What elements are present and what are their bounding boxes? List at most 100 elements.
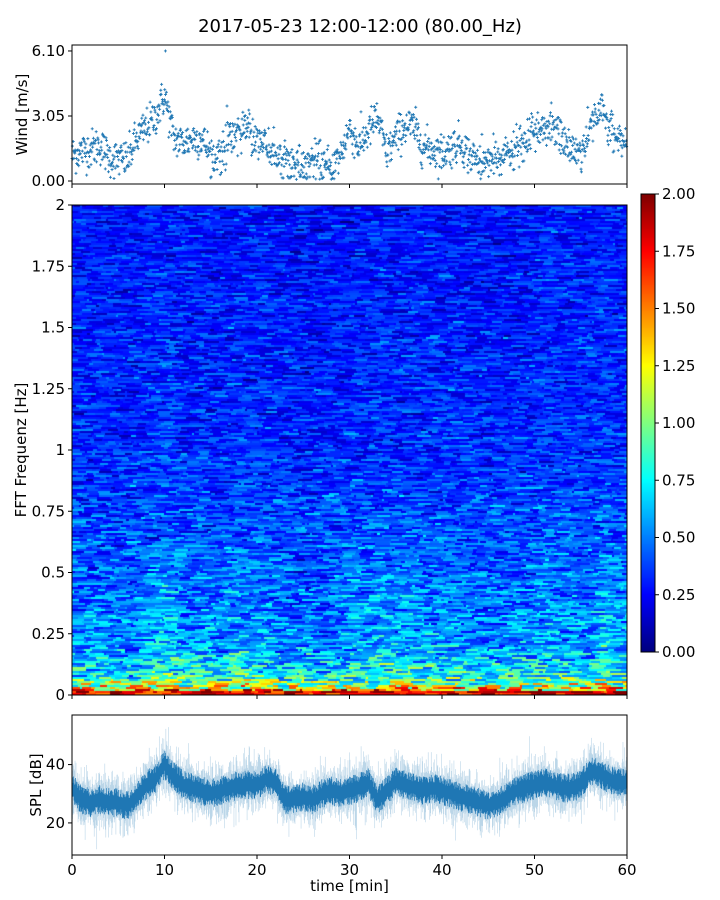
spl-xtick-label: 50 <box>525 861 544 879</box>
wind-point <box>529 112 533 116</box>
wind-point <box>112 157 116 161</box>
wind-point <box>127 160 131 164</box>
wind-point <box>599 114 603 118</box>
wind-point <box>555 123 559 127</box>
wind-point <box>487 163 491 167</box>
wind-point <box>321 175 325 179</box>
wind-point <box>93 141 97 145</box>
wind-point <box>197 153 201 157</box>
wind-point <box>303 155 307 159</box>
wind-point <box>136 147 140 151</box>
wind-point <box>531 129 535 133</box>
wind-point <box>388 139 392 143</box>
wind-point <box>416 126 420 130</box>
colorbar-axes: 0.00 0.25 0.50 0.75 1.00 1.25 1.50 1.75 2.00 <box>640 185 695 661</box>
wind-point <box>598 102 602 106</box>
wind-point <box>196 157 200 161</box>
wind-point <box>165 103 169 107</box>
wind-point <box>403 121 407 125</box>
wind-point <box>198 136 202 140</box>
spectrogram-ytick-label: 1.75 <box>32 257 65 275</box>
wind-point <box>430 153 434 157</box>
wind-point <box>374 120 378 124</box>
wind-point <box>432 149 436 153</box>
wind-point <box>524 141 528 145</box>
wind-point <box>573 147 577 151</box>
wind-point <box>77 164 81 168</box>
wind-point <box>350 131 354 135</box>
wind-point <box>501 147 505 151</box>
wind-point <box>267 126 271 130</box>
wind-point <box>546 125 550 129</box>
wind-point <box>422 142 426 146</box>
wind-point <box>600 93 604 97</box>
wind-point <box>615 135 619 139</box>
wind-point <box>354 135 358 139</box>
wind-point <box>279 144 283 148</box>
wind-point <box>394 132 398 136</box>
wind-point <box>87 154 91 158</box>
wind-point <box>425 123 429 127</box>
wind-point <box>372 121 376 125</box>
wind-point <box>398 120 402 124</box>
wind-point <box>267 143 271 147</box>
wind-point <box>470 154 474 158</box>
wind-point <box>364 126 368 130</box>
wind-point <box>162 103 166 107</box>
wind-point <box>541 116 545 120</box>
wind-point <box>539 129 543 133</box>
wind-point <box>449 163 453 167</box>
wind-point <box>224 123 228 127</box>
wind-point <box>591 113 595 117</box>
wind-point <box>315 163 319 167</box>
wind-point <box>130 152 134 156</box>
wind-point <box>608 129 612 133</box>
wind-point <box>432 156 436 160</box>
wind-point <box>370 125 374 129</box>
wind-point <box>225 120 229 124</box>
wind-point <box>284 162 288 166</box>
wind-point <box>73 151 77 155</box>
wind-point <box>593 107 597 111</box>
wind-point <box>282 164 286 168</box>
wind-point <box>364 140 368 144</box>
wind-point <box>497 160 501 164</box>
wind-point <box>116 164 120 168</box>
wind-point <box>496 147 500 151</box>
wind-point <box>514 145 518 149</box>
wind-point <box>102 135 106 139</box>
wind-point <box>168 130 172 134</box>
wind-point <box>223 145 227 149</box>
wind-point <box>477 161 481 165</box>
wind-point <box>516 153 520 157</box>
wind-point <box>129 143 133 147</box>
wind-point <box>232 144 236 148</box>
colorbar-tick-label: 1.25 <box>662 357 695 375</box>
wind-point <box>451 158 455 162</box>
wind-point <box>439 132 443 136</box>
wind-point <box>335 157 339 161</box>
wind-point <box>463 150 467 154</box>
wind-point <box>81 160 85 164</box>
wind-point <box>346 132 350 136</box>
wind-point <box>434 165 438 169</box>
wind-point <box>611 113 615 117</box>
wind-point <box>581 143 585 147</box>
wind-point <box>622 139 626 143</box>
wind-point <box>399 154 403 158</box>
wind-point <box>459 151 462 155</box>
wind-point <box>560 144 564 148</box>
wind-point <box>394 143 398 147</box>
wind-point <box>564 152 568 156</box>
wind-point <box>583 149 587 153</box>
wind-point <box>327 158 331 162</box>
wind-point <box>287 153 291 157</box>
wind-point <box>80 141 84 145</box>
wind-point <box>194 133 198 137</box>
wind-point <box>129 162 133 166</box>
wind-point <box>216 142 220 146</box>
wind-point <box>269 155 273 159</box>
wind-point <box>245 122 249 126</box>
wind-point <box>606 143 610 147</box>
wind-point <box>192 127 196 131</box>
